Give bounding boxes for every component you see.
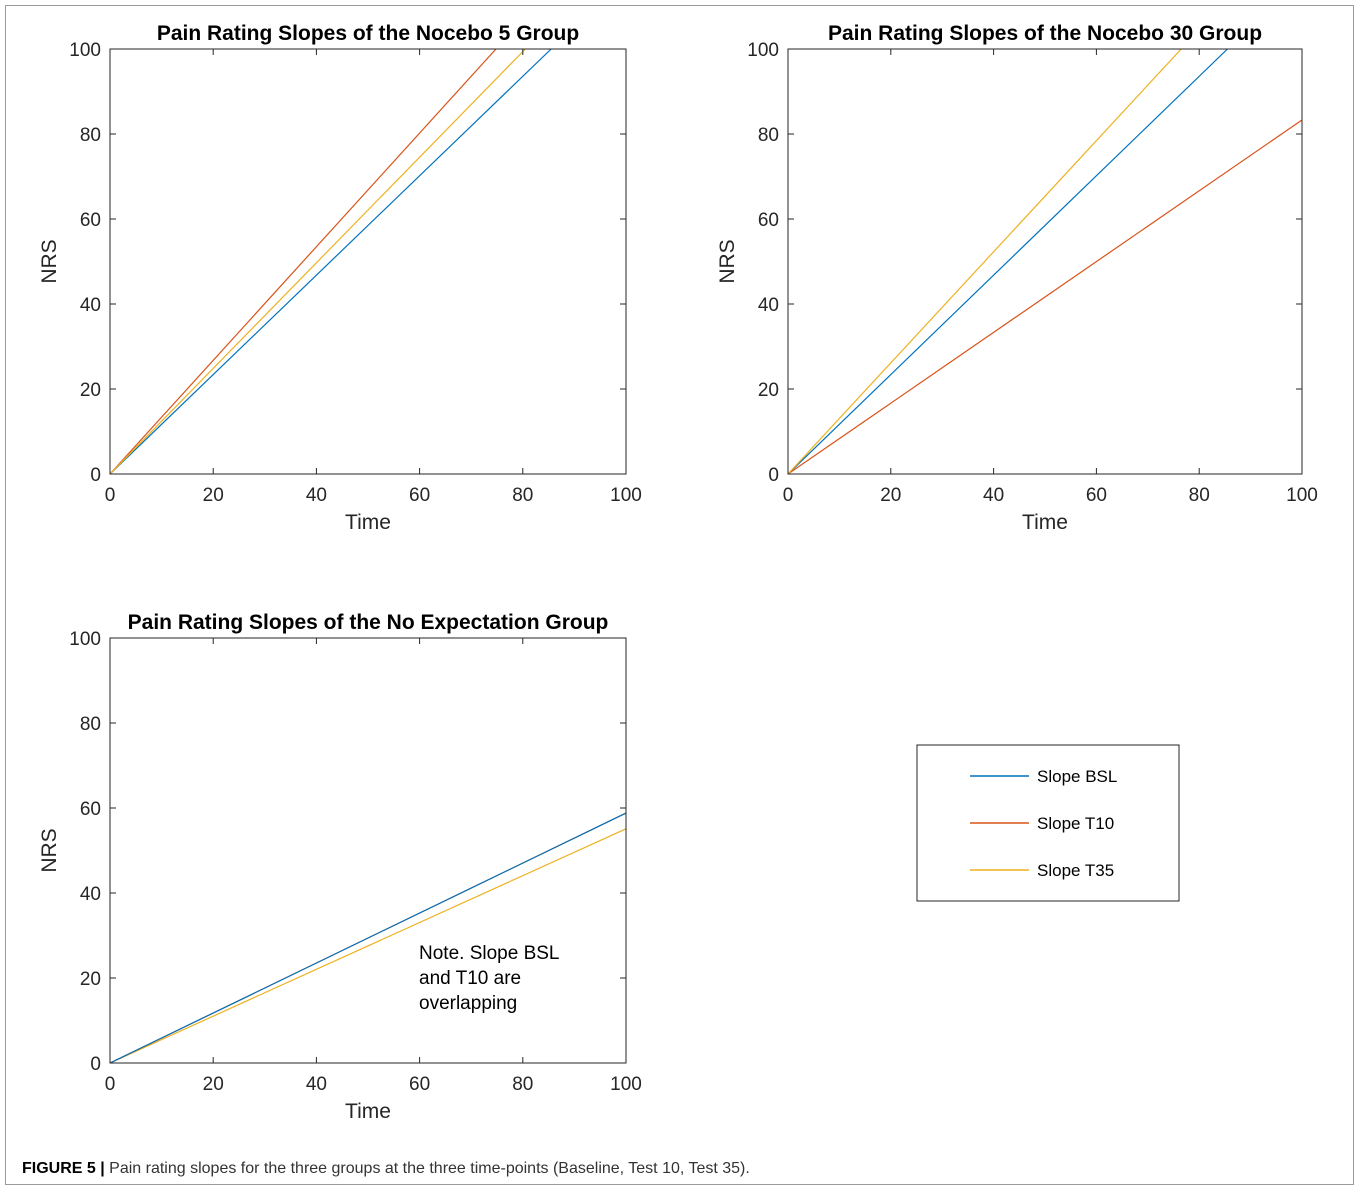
y-tick-label: 60 <box>80 799 101 820</box>
y-tick-label: 40 <box>758 295 779 316</box>
legend: Slope BSL Slope T10 Slope T35 <box>916 744 1180 902</box>
legend-label-t10: Slope T10 <box>1037 814 1114 833</box>
y-tick-label: 80 <box>80 714 101 735</box>
series-group <box>110 812 626 1063</box>
series-line-t10 <box>110 49 497 474</box>
x-tick-label: 60 <box>1086 485 1107 506</box>
y-tick-label: 100 <box>69 40 101 61</box>
chart-panel-3: 0 20 40 60 80 100 0 20 40 60 80 100 Pain Rating Slop… <box>38 611 642 1123</box>
y-tick-label: 60 <box>80 210 101 231</box>
y-tick-label: 40 <box>80 295 101 316</box>
legend-label-bsl: Slope BSL <box>1037 767 1117 786</box>
series-line-bsl <box>110 49 552 474</box>
caption-text: Pain rating slopes for the three groups … <box>104 1160 750 1177</box>
y-tick-label: 20 <box>758 380 779 401</box>
x-tick-label: 80 <box>512 485 533 506</box>
y-tick-label: 0 <box>768 465 779 486</box>
annotation-text: and T10 are <box>419 968 521 989</box>
x-axis-label: Time <box>1022 511 1068 534</box>
y-tick-label: 60 <box>758 210 779 231</box>
chart-panel-2: 0 20 40 60 80 100 0 20 40 60 80 100 Pain Rating Slop… <box>716 22 1318 534</box>
y-tick-label: 0 <box>90 1054 101 1075</box>
x-axis-label: Time <box>345 1100 391 1123</box>
series-line-bsl <box>788 49 1228 474</box>
x-tick-label: 100 <box>610 485 642 506</box>
chart-title: Pain Rating Slopes of the Nocebo 30 Grou… <box>828 22 1262 45</box>
series-line-t10 <box>788 119 1302 474</box>
x-tick-label: 80 <box>512 1074 533 1095</box>
chart-title: Pain Rating Slopes of the Nocebo 5 Group <box>157 22 579 45</box>
x-tick-label: 40 <box>306 1074 327 1095</box>
x-tick-label: 0 <box>105 1074 116 1095</box>
y-axis-label: NRS <box>38 239 61 283</box>
x-tick-label: 60 <box>409 1074 430 1095</box>
y-tick-label: 80 <box>80 125 101 146</box>
series-line-t35 <box>110 49 526 474</box>
y-axis-label: NRS <box>38 828 61 872</box>
y-tick-label: 20 <box>80 380 101 401</box>
figure-caption: FIGURE 5 | Pain rating slopes for the th… <box>22 1160 750 1178</box>
y-tick-label: 0 <box>90 465 101 486</box>
series-line-t35 <box>788 49 1182 474</box>
legend-box <box>916 744 1180 902</box>
series-line-bsl <box>110 812 626 1063</box>
annotation-text: Note. Slope BSL <box>419 943 559 964</box>
x-tick-label: 40 <box>983 485 1004 506</box>
x-tick-label: 0 <box>105 485 116 506</box>
x-axis-label: Time <box>345 511 391 534</box>
y-tick-label: 100 <box>747 40 779 61</box>
y-axis-label: NRS <box>716 239 739 283</box>
y-tick-label: 20 <box>80 969 101 990</box>
axes-box <box>109 637 627 1064</box>
chart-title: Pain Rating Slopes of the No Expectation… <box>128 611 609 634</box>
y-tick-label: 40 <box>80 884 101 905</box>
x-tick-label: 80 <box>1189 485 1210 506</box>
axes-box <box>787 48 1303 475</box>
caption-label: FIGURE 5 | <box>22 1160 105 1177</box>
chart-panel-1: 0 20 40 60 80 100 0 20 40 60 80 100 Pain Rating Slop… <box>38 22 642 534</box>
x-tick-label: 100 <box>1286 485 1318 506</box>
x-tick-label: 0 <box>783 485 794 506</box>
legend-label-t35: Slope T35 <box>1037 861 1114 880</box>
annotation-text: overlapping <box>419 993 517 1014</box>
x-tick-label: 100 <box>610 1074 642 1095</box>
x-tick-label: 20 <box>880 485 901 506</box>
series-line-t35 <box>110 828 626 1063</box>
x-tick-label: 20 <box>203 1074 224 1095</box>
y-tick-label: 100 <box>69 629 101 650</box>
x-tick-label: 20 <box>203 485 224 506</box>
x-tick-label: 40 <box>306 485 327 506</box>
y-tick-label: 80 <box>758 125 779 146</box>
x-tick-label: 60 <box>409 485 430 506</box>
axes-box <box>109 48 627 475</box>
series-group <box>788 49 1302 474</box>
series-group <box>110 49 552 474</box>
